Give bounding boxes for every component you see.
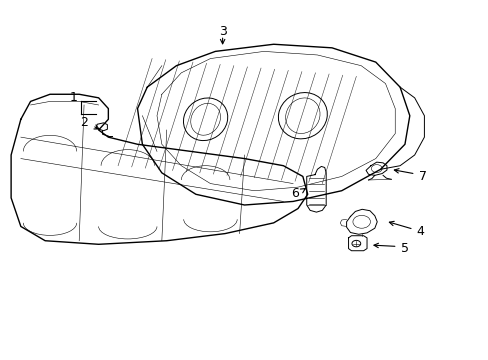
- Text: 1: 1: [69, 91, 77, 104]
- Text: 7: 7: [419, 170, 427, 183]
- Text: 4: 4: [416, 225, 424, 238]
- Text: 5: 5: [400, 242, 408, 255]
- Text: 6: 6: [290, 187, 298, 200]
- Text: 2: 2: [80, 116, 88, 129]
- Text: 3: 3: [218, 25, 226, 38]
